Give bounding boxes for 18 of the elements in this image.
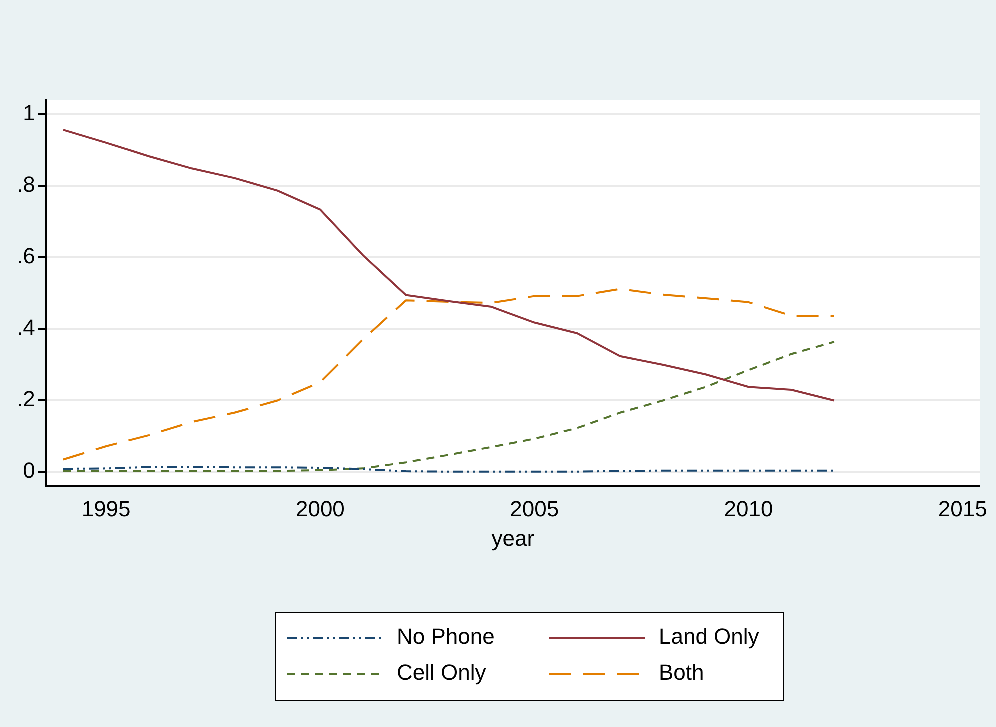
y-tick-label: .8 <box>16 172 36 197</box>
line-series <box>62 341 836 472</box>
x-tick-label: 2010 <box>724 496 774 522</box>
legend-label: Land Only <box>659 624 760 650</box>
x-tick-label: 1995 <box>82 496 131 522</box>
y-tick-label: 0 <box>23 458 36 483</box>
y-tick-label: .2 <box>16 386 36 412</box>
x-axis-title: year <box>492 526 535 551</box>
legend-label: Cell Only <box>397 660 486 686</box>
legend-label: No Phone <box>397 624 495 650</box>
x-tick-label: 2000 <box>296 496 345 522</box>
y-tick-label: .6 <box>16 243 36 268</box>
legend-label: Both <box>659 660 704 686</box>
x-tick-label: 2015 <box>938 496 988 522</box>
y-tick-label: 1 <box>23 100 36 126</box>
y-tick-label: .4 <box>16 314 36 340</box>
x-tick-label: 2005 <box>510 496 560 522</box>
line-series <box>62 288 836 461</box>
